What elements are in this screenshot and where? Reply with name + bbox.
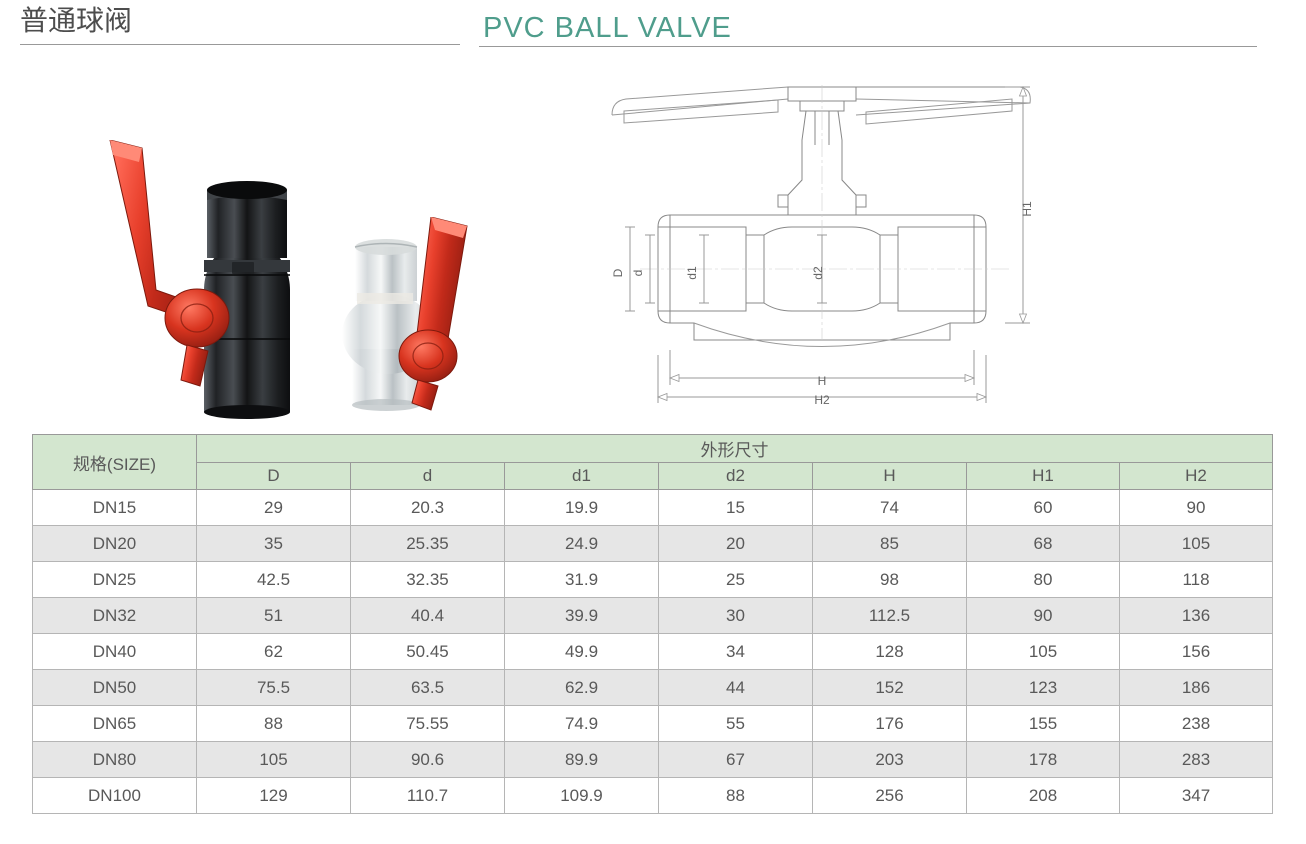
svg-text:H2: H2 [814,393,830,407]
svg-text:D: D [611,268,625,277]
svg-text:d: d [631,270,645,277]
svg-text:H1: H1 [1020,201,1034,217]
svg-text:d2: d2 [811,266,825,280]
svg-text:d1: d1 [685,266,699,280]
svg-text:H: H [818,374,827,388]
